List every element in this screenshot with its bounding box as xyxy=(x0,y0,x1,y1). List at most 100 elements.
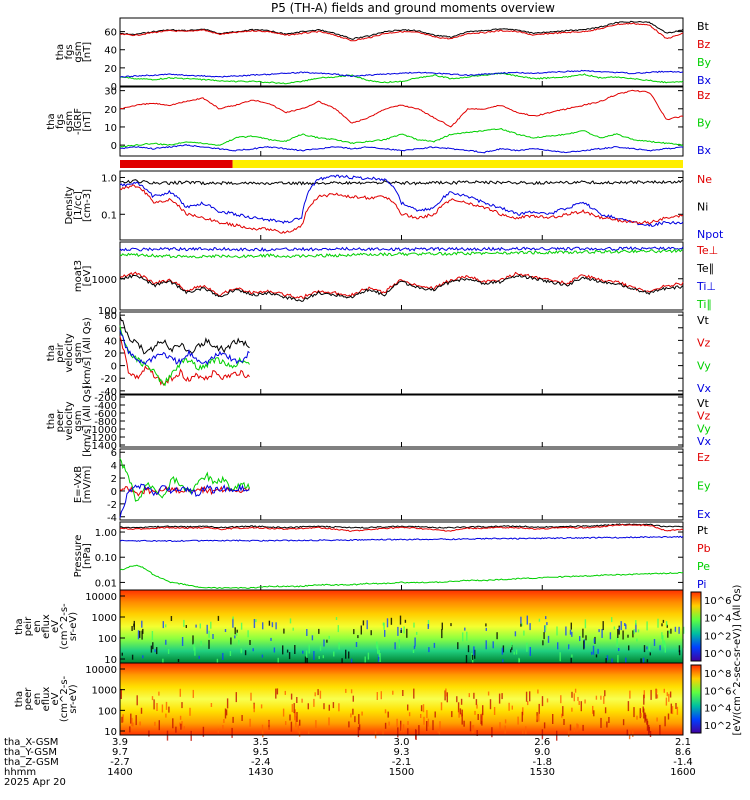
series-line-Ni xyxy=(119,179,683,186)
spectrogram-streak xyxy=(606,655,609,661)
legend-By: By xyxy=(697,117,712,130)
spectrogram-streak xyxy=(642,657,645,663)
spectrogram-streak xyxy=(420,714,422,718)
spectrogram-streak xyxy=(273,647,276,653)
series-line-Ne xyxy=(119,184,684,234)
spectrogram-streak xyxy=(552,714,554,724)
spectrogram-streak xyxy=(661,632,663,640)
spectrogram-streak xyxy=(226,698,229,709)
spectrogram-streak xyxy=(384,709,387,714)
spectrogram-streak xyxy=(181,721,183,730)
spectrogram-streak xyxy=(613,626,616,630)
y-axis-label: gsm xyxy=(73,410,84,431)
spectrogram-streak xyxy=(636,638,638,642)
spectrogram-streak xyxy=(476,704,478,709)
spectrogram-streak xyxy=(418,725,420,736)
y-tick-label: 2 xyxy=(111,474,117,485)
spectrogram-streak xyxy=(504,719,507,724)
spectrogram-streak xyxy=(646,720,649,731)
colorbar-tick-label: 10^2 xyxy=(704,721,731,732)
spectrogram-streak xyxy=(538,703,540,714)
y-tick-label: 1000 xyxy=(92,275,117,286)
spectrogram-streak xyxy=(467,645,470,653)
spectrogram-streak xyxy=(662,619,665,623)
spectrogram-streak xyxy=(179,688,181,697)
spectrogram-streak xyxy=(659,645,661,651)
spectrogram-streak xyxy=(491,727,493,738)
spectrogram-streak xyxy=(508,702,510,711)
spectrogram-streak xyxy=(293,703,295,714)
spectrogram-streak xyxy=(427,624,429,629)
y-tick-label: 1.00 xyxy=(95,528,117,539)
spectrogram-streak xyxy=(230,637,232,645)
y-axis-label: peir xyxy=(23,616,34,636)
spectrogram-streak xyxy=(364,656,366,666)
spectrogram-streak xyxy=(299,719,301,726)
spectrogram-streak xyxy=(307,703,309,710)
spectrogram-streak xyxy=(543,632,545,640)
colorbar-tick-label: 10^8 xyxy=(704,669,731,680)
spectrogram-streak xyxy=(655,689,658,694)
spectrogram-streak xyxy=(313,698,315,707)
y-axis-label: sr-eV) xyxy=(68,684,79,713)
spectrogram-streak xyxy=(348,721,350,728)
spectrogram-streak xyxy=(520,623,522,627)
spectrogram-streak xyxy=(142,628,144,634)
spectrogram-streak xyxy=(290,693,293,700)
spectrogram-streak xyxy=(376,641,378,649)
spectrogram-streak xyxy=(390,617,393,625)
spectrogram-streak xyxy=(502,645,505,653)
spectrogram-streak xyxy=(617,655,619,664)
spectrogram-streak xyxy=(514,631,517,637)
series-line-Bx xyxy=(119,69,684,78)
spectrogram-streak xyxy=(210,621,212,629)
spectrogram-streak xyxy=(666,692,668,697)
y-axis-label: [nT] xyxy=(82,111,93,131)
spectrogram-streak xyxy=(120,689,122,699)
spectrogram-streak xyxy=(132,722,134,727)
y-axis-label: tha xyxy=(14,618,25,634)
spectrogram-streak xyxy=(357,635,359,639)
y-axis-label: (cm^2-s- xyxy=(59,675,70,722)
spectrogram-streak xyxy=(542,640,544,646)
spectrogram-streak xyxy=(323,639,325,647)
spectrogram-streak xyxy=(165,624,167,628)
y-axis-label: tha xyxy=(46,413,57,429)
spectrogram-peer_flux xyxy=(120,663,683,735)
y-tick-label: 20 xyxy=(104,64,117,75)
panel-frame xyxy=(119,241,684,311)
spectrogram-streak xyxy=(620,621,622,631)
spectrogram-streak xyxy=(224,708,227,719)
spectrogram-streak xyxy=(260,704,263,709)
spectrogram-streak xyxy=(544,625,546,633)
colorbar-tick-label: 10^6 xyxy=(704,596,731,607)
spectrogram-streak xyxy=(413,645,416,649)
y-axis-label: gsm xyxy=(73,41,84,62)
y-tick-label: 100 xyxy=(98,706,117,717)
spectrogram-streak xyxy=(498,693,501,704)
spectrogram-streak xyxy=(571,631,573,637)
legend-Pb: Pb xyxy=(697,542,711,555)
spectrogram-streak xyxy=(678,650,681,656)
spectrogram-streak xyxy=(295,723,297,728)
spectrogram-streak xyxy=(633,629,635,635)
y-axis-label: Density xyxy=(64,186,75,224)
spectrogram-streak xyxy=(504,725,506,734)
spectrogram-streak xyxy=(382,730,384,735)
spectrogram-streak xyxy=(667,713,670,720)
spectrogram-streak xyxy=(172,718,174,729)
spectrogram-streak xyxy=(545,616,547,620)
y-tick-label: -4 xyxy=(107,513,117,524)
x-row-title: tha_Y-GSM xyxy=(4,747,57,758)
spectrogram-streak xyxy=(595,654,598,658)
y-tick-label: 10000 xyxy=(85,592,117,603)
spectrogram-streak xyxy=(407,728,409,735)
colorbar-tick-label: 10^2 xyxy=(704,631,731,642)
spectrogram-streak xyxy=(232,618,234,628)
spectrogram-streak xyxy=(643,708,645,719)
spectrogram-streak xyxy=(319,690,322,699)
spectrogram-streak xyxy=(538,713,540,722)
spectrogram-streak xyxy=(129,726,131,733)
spectrogram-streak xyxy=(193,643,195,651)
